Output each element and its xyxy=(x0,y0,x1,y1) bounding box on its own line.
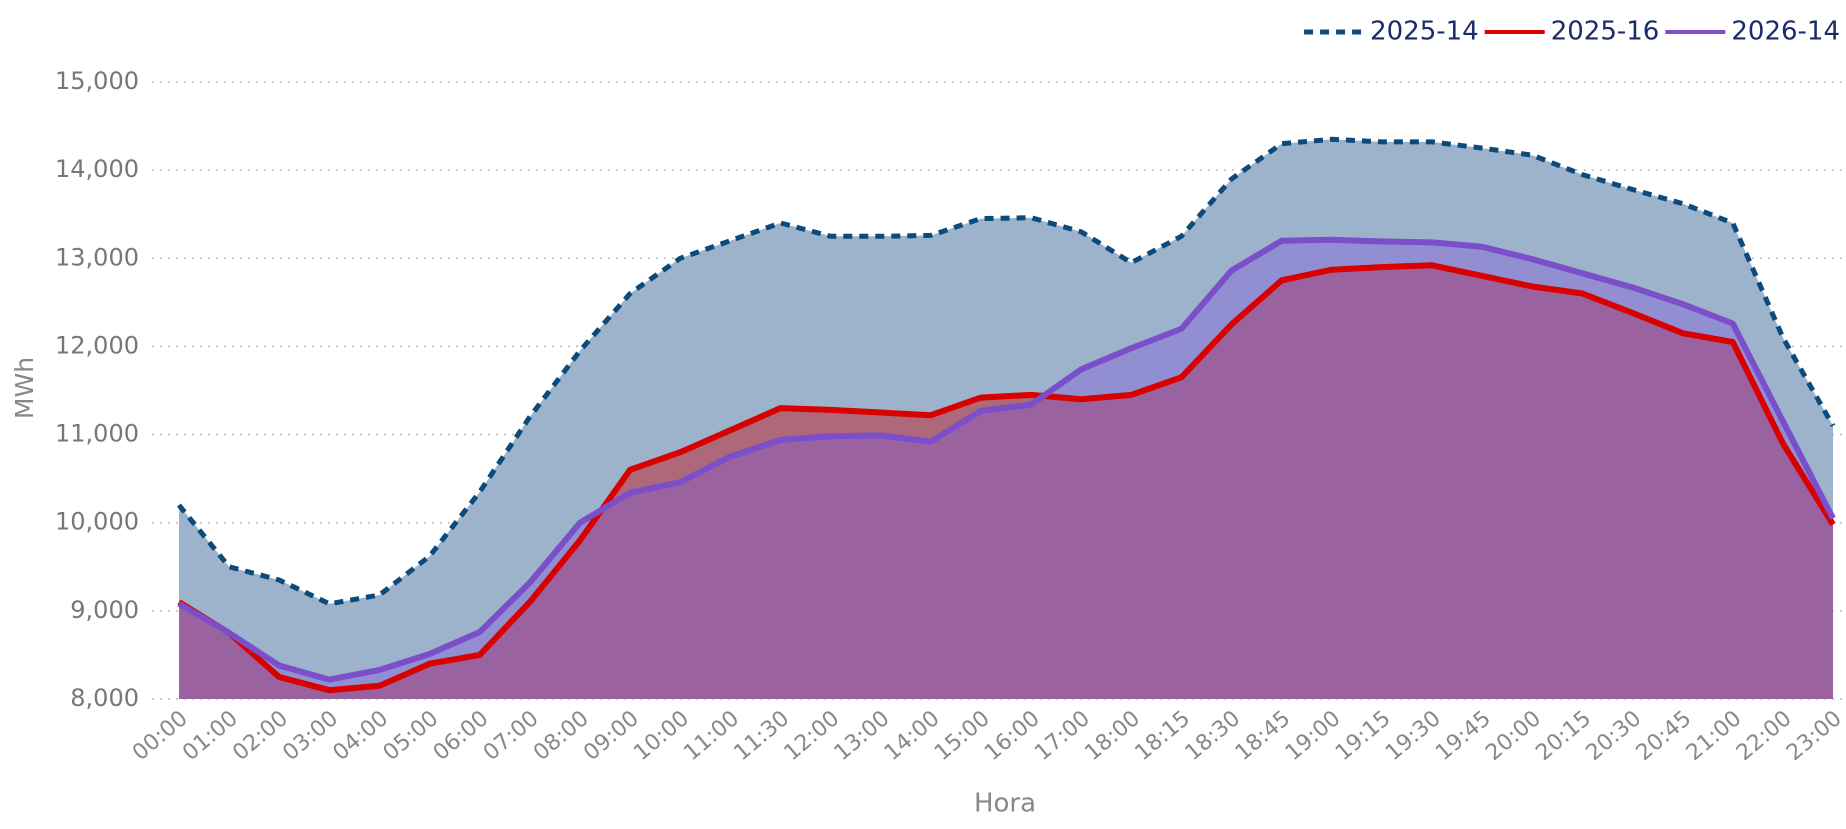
x-tick-label: 23:00 xyxy=(1782,706,1846,766)
x-tick-label: 07:00 xyxy=(479,706,544,766)
x-tick-label: 19:45 xyxy=(1431,706,1496,766)
y-tick-label: 13,000 xyxy=(55,243,139,271)
x-tick-label: 19:30 xyxy=(1381,706,1446,766)
x-tick-label: 00:00 xyxy=(128,706,193,766)
x-tick-label: 20:00 xyxy=(1481,706,1546,766)
x-tick-label: 04:00 xyxy=(329,706,394,766)
y-tick-label: 11,000 xyxy=(55,420,139,448)
x-tick-label: 12:00 xyxy=(780,706,845,766)
x-tick-label: 19:00 xyxy=(1281,706,1346,766)
x-tick-label: 18:30 xyxy=(1181,706,1246,766)
x-tick-label: 17:00 xyxy=(1030,706,1095,766)
y-tick-label: 9,000 xyxy=(70,596,139,624)
y-tick-label: 8,000 xyxy=(70,684,139,712)
x-tick-label: 14:00 xyxy=(880,706,945,766)
legend-label: 2025-16 xyxy=(1551,17,1660,47)
x-tick-label: 13:00 xyxy=(830,706,895,766)
x-tick-label: 10:00 xyxy=(629,706,694,766)
x-axis-label: Hora xyxy=(974,789,1036,819)
legend-label: 2025-14 xyxy=(1370,17,1479,47)
x-tick-label: 08:00 xyxy=(529,706,594,766)
x-tick-label: 11:00 xyxy=(679,706,744,766)
x-tick-label: 16:00 xyxy=(980,706,1045,766)
area xyxy=(179,265,1833,699)
x-tick-label: 09:00 xyxy=(579,706,644,766)
x-tick-label: 06:00 xyxy=(429,706,494,766)
x-tick-label: 02:00 xyxy=(228,706,293,766)
x-tick-label: 01:00 xyxy=(178,706,243,766)
x-tick-label: 20:45 xyxy=(1632,706,1697,766)
y-tick-label: 14,000 xyxy=(55,155,139,183)
x-tick-label: 18:00 xyxy=(1080,706,1145,766)
x-tick-label: 20:30 xyxy=(1582,706,1647,766)
series-line xyxy=(177,262,1836,694)
series-line xyxy=(177,136,1836,607)
area xyxy=(179,239,1833,700)
x-tick-label: 21:00 xyxy=(1682,706,1747,766)
x-tick-label: 20:15 xyxy=(1531,706,1596,766)
series-line xyxy=(177,236,1836,683)
x-tick-label: 19:15 xyxy=(1331,706,1396,766)
legend-label: 2026-14 xyxy=(1731,17,1840,47)
x-tick-label: 03:00 xyxy=(278,706,343,766)
y-tick-label: 12,000 xyxy=(55,331,139,359)
x-tick-label: 05:00 xyxy=(379,706,444,766)
x-tick-label: 11:30 xyxy=(730,706,795,766)
y-tick-label: 15,000 xyxy=(55,67,139,95)
x-tick-label: 18:45 xyxy=(1231,706,1296,766)
x-tick-label: 18:15 xyxy=(1130,706,1195,766)
x-tick-label: 22:00 xyxy=(1732,706,1797,766)
y-axis-label: MWh xyxy=(10,357,39,419)
x-tick-label: 15:00 xyxy=(930,706,995,766)
y-tick-label: 10,000 xyxy=(55,508,139,536)
